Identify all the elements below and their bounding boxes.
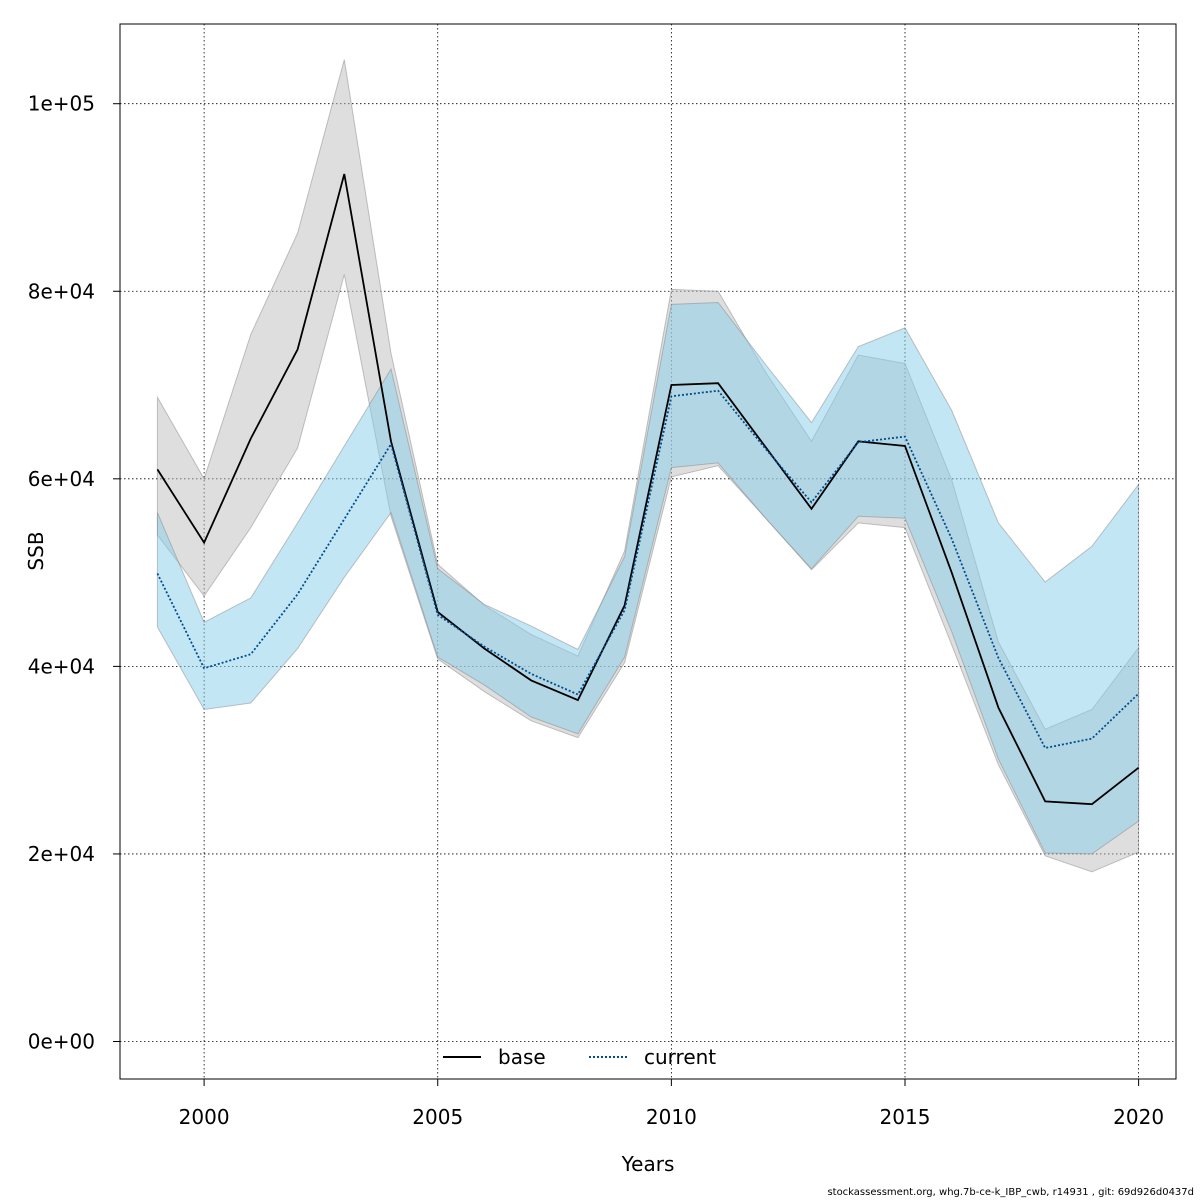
line-current: [156, 389, 1140, 750]
axis-ticks: 2000 2005 2010 2015 2020 0e+00 2e+04 4e+04 6e+04…: [28, 92, 1164, 1129]
x-tick-label-2010: 2010: [646, 1105, 697, 1129]
confidence-bands: [156, 59, 1140, 873]
legend-label-current: current: [644, 1045, 716, 1069]
y-axis-title: SSB: [24, 531, 48, 570]
band-current: [156, 301, 1140, 855]
plot-frame: [119, 23, 1177, 1080]
x-tick-label-2005: 2005: [412, 1105, 463, 1129]
x-tick-label-2000: 2000: [179, 1105, 230, 1129]
line-base: [156, 173, 1140, 806]
y-tick-label-8e+04: 8e+04: [28, 279, 95, 303]
legend: base current: [443, 1045, 716, 1069]
y-tick-label-1e+05: 1e+05: [28, 92, 95, 116]
y-tick-label-0e+00: 0e+00: [28, 1029, 95, 1053]
y-tick-label-4e+04: 4e+04: [28, 654, 95, 678]
footer-credit: stockassessment.org, whg.7b-ce-k_IBP_cwb…: [827, 1187, 1194, 1198]
y-tick-label-6e+04: 6e+04: [28, 467, 95, 491]
y-tick-label-2e+04: 2e+04: [28, 842, 95, 866]
x-tick-label-2015: 2015: [880, 1105, 931, 1129]
x-axis-title: Years: [621, 1152, 675, 1176]
series-lines: [156, 173, 1140, 806]
legend-label-base: base: [498, 1045, 546, 1069]
x-tick-label-2020: 2020: [1113, 1105, 1164, 1129]
